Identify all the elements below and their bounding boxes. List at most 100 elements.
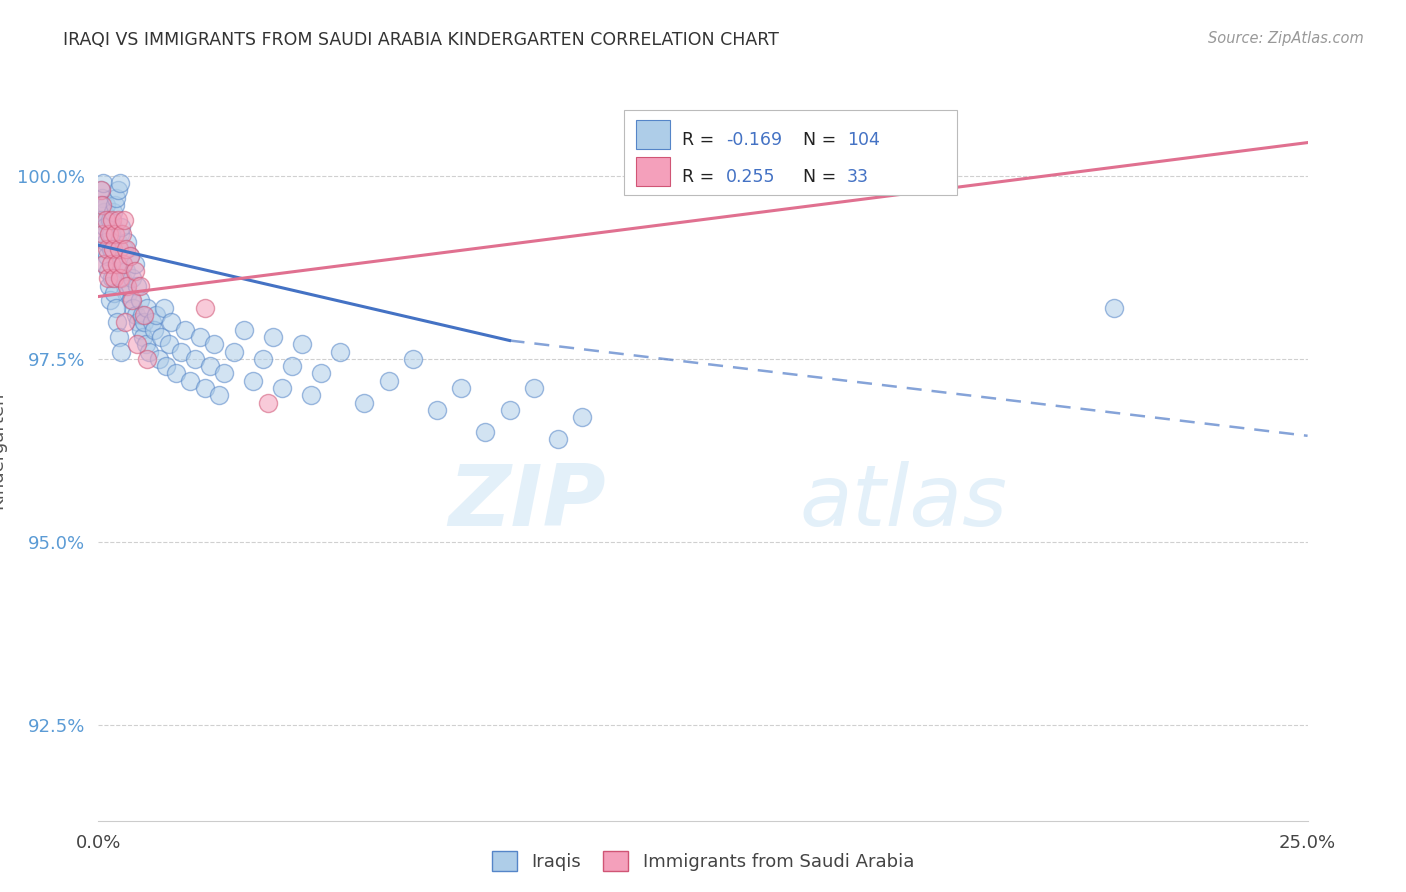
- Point: [104, 242, 127, 256]
- Point: [165, 367, 187, 381]
- Point: [523, 381, 546, 395]
- Point: [115, 242, 138, 256]
- Point: [256, 396, 278, 410]
- Point: [188, 330, 211, 344]
- Point: [129, 322, 152, 336]
- Point: [128, 278, 150, 293]
- Text: ZIP: ZIP: [449, 461, 606, 544]
- Point: [94, 198, 117, 212]
- Text: Source: ZipAtlas.com: Source: ZipAtlas.com: [1208, 31, 1364, 46]
- Point: [93, 256, 115, 270]
- Point: [232, 322, 254, 336]
- Point: [132, 330, 155, 344]
- Point: [450, 381, 472, 395]
- Point: [111, 256, 134, 270]
- Point: [91, 176, 114, 190]
- Point: [98, 212, 121, 227]
- Point: [124, 264, 146, 278]
- Point: [98, 227, 121, 242]
- Point: [96, 235, 118, 249]
- Point: [204, 337, 226, 351]
- Point: [148, 351, 170, 366]
- Point: [329, 344, 352, 359]
- Point: [128, 293, 150, 308]
- Point: [121, 271, 143, 285]
- Point: [110, 219, 132, 234]
- Point: [108, 176, 131, 190]
- Point: [135, 301, 157, 315]
- Point: [91, 227, 114, 242]
- Text: R =: R =: [682, 169, 720, 186]
- Point: [96, 242, 118, 256]
- Point: [101, 212, 124, 227]
- Point: [152, 301, 174, 315]
- Point: [212, 367, 235, 381]
- Point: [124, 256, 146, 270]
- Point: [160, 315, 183, 329]
- Point: [90, 183, 112, 197]
- Point: [402, 351, 425, 366]
- Point: [118, 249, 141, 263]
- Point: [127, 278, 149, 293]
- Point: [114, 278, 136, 293]
- Point: [98, 293, 121, 308]
- Point: [309, 367, 332, 381]
- Point: [252, 351, 274, 366]
- Point: [145, 308, 167, 322]
- Point: [108, 227, 131, 242]
- Point: [299, 388, 322, 402]
- Text: atlas: atlas: [800, 461, 1008, 544]
- Point: [101, 271, 124, 285]
- Point: [169, 344, 191, 359]
- Text: IRAQI VS IMMIGRANTS FROM SAUDI ARABIA KINDERGARTEN CORRELATION CHART: IRAQI VS IMMIGRANTS FROM SAUDI ARABIA KI…: [63, 31, 779, 49]
- Point: [179, 374, 201, 388]
- Point: [118, 249, 141, 263]
- Point: [104, 227, 127, 242]
- Point: [290, 337, 312, 351]
- Point: [93, 205, 115, 219]
- Point: [96, 249, 118, 263]
- Point: [108, 271, 131, 285]
- Point: [184, 351, 207, 366]
- Point: [101, 219, 124, 234]
- Point: [571, 410, 593, 425]
- Point: [1102, 301, 1125, 315]
- Point: [117, 285, 139, 300]
- Point: [127, 315, 149, 329]
- FancyBboxPatch shape: [637, 120, 671, 149]
- Point: [97, 278, 120, 293]
- Point: [107, 235, 129, 249]
- Point: [131, 308, 153, 322]
- Point: [353, 396, 375, 410]
- Point: [194, 301, 217, 315]
- Point: [97, 219, 120, 234]
- Point: [111, 227, 134, 242]
- Point: [474, 425, 496, 439]
- Point: [115, 264, 138, 278]
- Point: [104, 301, 127, 315]
- Point: [125, 308, 148, 322]
- Point: [91, 190, 114, 204]
- Text: 33: 33: [846, 169, 869, 186]
- Point: [91, 198, 114, 212]
- Point: [150, 330, 173, 344]
- Point: [97, 264, 120, 278]
- Point: [208, 388, 231, 402]
- Point: [105, 315, 128, 329]
- Point: [97, 271, 120, 285]
- Point: [100, 227, 122, 242]
- Point: [91, 227, 114, 242]
- Point: [198, 359, 221, 373]
- Point: [122, 301, 145, 315]
- Point: [174, 322, 197, 336]
- Point: [90, 183, 112, 197]
- Text: N =: N =: [803, 131, 842, 149]
- Point: [127, 337, 149, 351]
- Point: [143, 322, 166, 336]
- Point: [120, 293, 142, 308]
- Point: [103, 285, 125, 300]
- Legend: Iraqis, Immigrants from Saudi Arabia: Iraqis, Immigrants from Saudi Arabia: [485, 844, 921, 879]
- Text: -0.169: -0.169: [725, 131, 782, 149]
- Point: [93, 242, 115, 256]
- Point: [138, 344, 160, 359]
